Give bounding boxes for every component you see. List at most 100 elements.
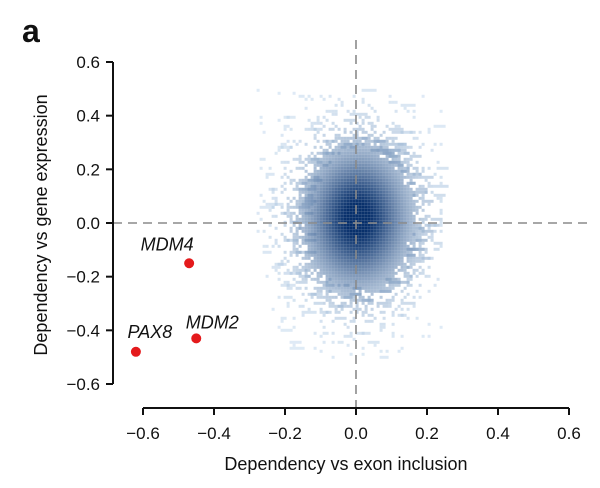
density-bin	[334, 196, 338, 200]
density-bin	[406, 193, 410, 197]
density-bin	[274, 241, 278, 245]
density-bin	[367, 319, 374, 323]
density-bin	[322, 166, 326, 170]
density-bin	[334, 262, 338, 266]
density-bin	[322, 133, 326, 137]
density-bin	[397, 211, 401, 215]
density-bin	[352, 283, 356, 287]
density-bin	[340, 160, 344, 164]
density-bin	[298, 250, 302, 254]
density-bin	[361, 208, 365, 212]
density-bin	[310, 196, 314, 200]
density-bin	[322, 295, 326, 299]
density-bin	[355, 178, 359, 182]
density-bin	[343, 190, 347, 194]
density-bin	[391, 262, 395, 266]
density-bin	[337, 169, 341, 173]
density-bin	[406, 196, 410, 200]
density-bin	[340, 166, 344, 170]
density-bin	[304, 241, 308, 245]
density-bin	[334, 181, 338, 185]
density-bin	[283, 181, 287, 185]
density-bin	[391, 286, 395, 290]
density-bin	[403, 205, 407, 209]
density-bin	[391, 265, 395, 269]
density-bin	[421, 217, 425, 221]
density-bin	[394, 253, 398, 257]
density-bin	[388, 298, 392, 302]
density-bin	[346, 208, 350, 212]
density-bin	[394, 190, 398, 194]
density-bin	[385, 265, 389, 269]
density-bin	[352, 265, 356, 269]
density-bin	[367, 169, 371, 173]
density-bin	[358, 190, 362, 194]
density-bin	[328, 175, 332, 179]
density-bin	[340, 340, 344, 344]
density-bin	[379, 238, 383, 242]
density-bin	[349, 190, 353, 194]
density-bin	[310, 292, 314, 296]
density-bin	[334, 175, 338, 179]
density-bin	[337, 274, 341, 278]
density-bin	[379, 289, 383, 293]
density-bin	[289, 226, 293, 230]
density-bin	[331, 223, 335, 227]
density-bin	[388, 172, 392, 176]
density-bin	[277, 325, 281, 329]
density-bin	[340, 289, 344, 293]
density-bin	[367, 265, 371, 269]
x-tick-label: 0.4	[486, 424, 510, 443]
density-bin	[313, 208, 317, 212]
density-bin	[346, 184, 350, 188]
density-bin	[352, 160, 356, 164]
density-bin	[409, 220, 413, 224]
density-bin	[370, 205, 374, 209]
density-bin	[370, 217, 374, 221]
density-bin	[376, 244, 380, 248]
density-bin	[328, 187, 332, 191]
density-bin	[274, 238, 278, 242]
density-bin	[403, 184, 407, 188]
density-bin	[328, 145, 332, 149]
density-bin	[337, 184, 341, 188]
density-bin	[376, 265, 380, 269]
density-bin	[358, 124, 362, 128]
density-bin	[283, 280, 287, 284]
density-bin	[346, 253, 350, 257]
density-bin	[361, 187, 365, 191]
density-bin	[295, 232, 299, 236]
density-bin	[292, 268, 296, 272]
density-bin	[349, 187, 353, 191]
density-bin	[376, 262, 380, 266]
density-bin	[400, 190, 404, 194]
density-bin	[370, 214, 374, 218]
density-bin	[328, 94, 332, 98]
density-bin	[352, 118, 356, 122]
density-bin	[355, 229, 359, 233]
density-bin	[406, 163, 410, 167]
density-bin	[346, 283, 350, 287]
density-bin	[340, 214, 344, 218]
density-bin	[295, 157, 299, 161]
density-bin	[286, 139, 290, 143]
density-bin	[388, 274, 392, 278]
density-bin	[292, 241, 296, 245]
density-bin	[358, 166, 362, 170]
density-bin	[343, 253, 347, 257]
density-bin	[403, 106, 407, 110]
density-bin	[364, 277, 368, 281]
density-bin	[361, 286, 365, 290]
density-bin	[328, 226, 332, 230]
density-bin	[343, 130, 347, 134]
density-bin	[367, 238, 371, 242]
density-bin	[394, 226, 398, 230]
density-bin	[304, 226, 308, 230]
density-bin	[382, 181, 386, 185]
density-bin	[322, 232, 326, 236]
density-bin	[406, 229, 410, 233]
density-bin	[370, 196, 374, 200]
density-bin	[391, 205, 395, 209]
density-bin	[313, 331, 317, 335]
density-bin	[391, 202, 395, 206]
